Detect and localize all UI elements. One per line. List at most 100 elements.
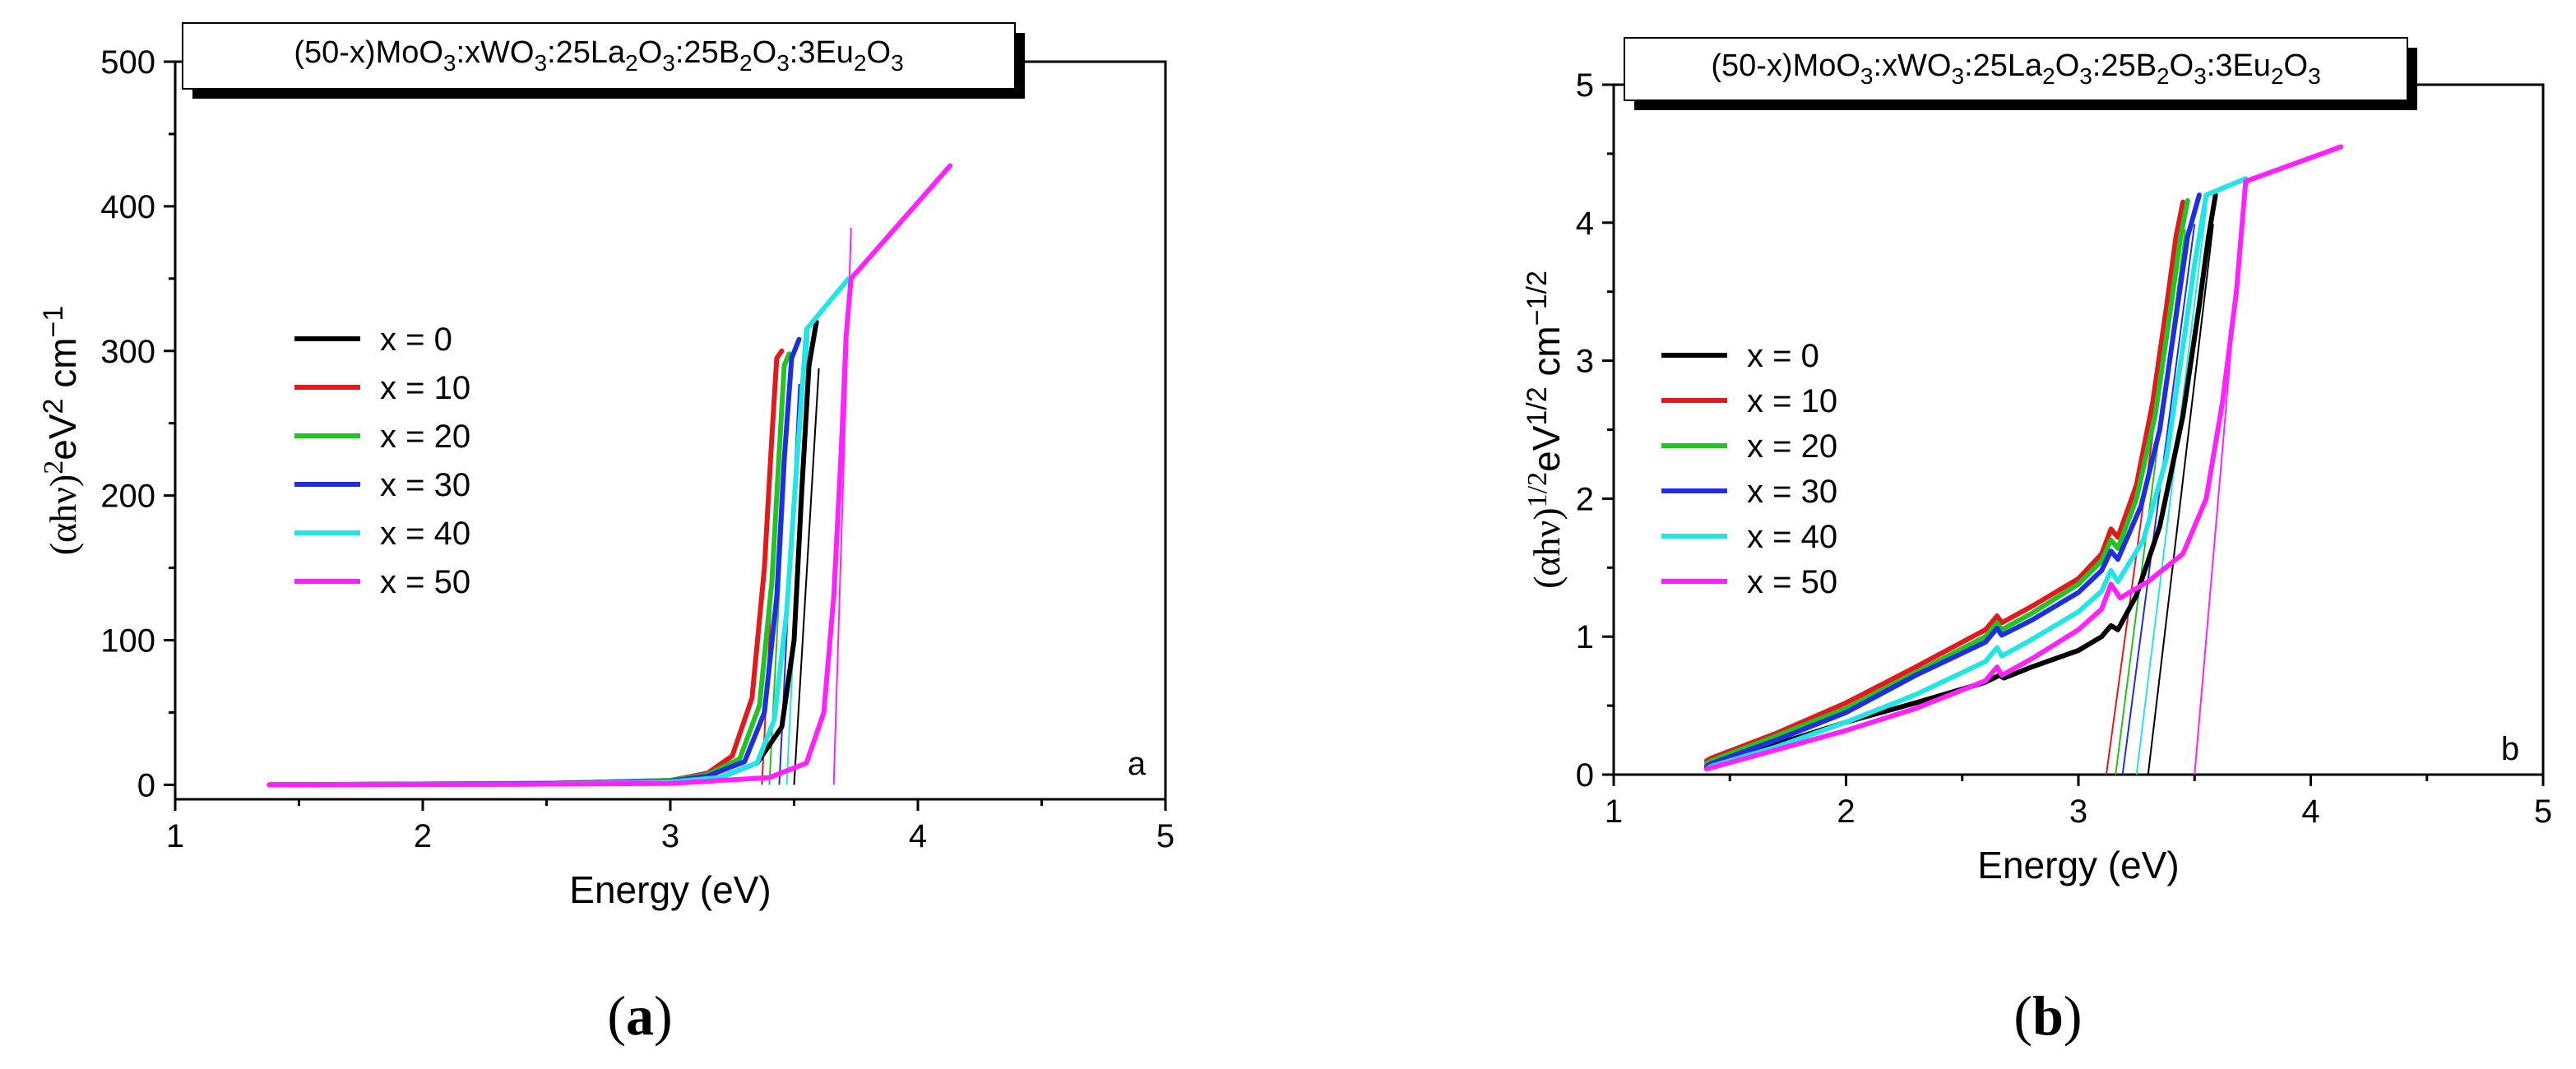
title-part: O	[867, 35, 892, 70]
title-subscript: 3	[1951, 63, 1964, 89]
fit-line-0	[793, 368, 820, 785]
plot-frame	[174, 60, 1167, 801]
x-tick-label: 5	[1156, 818, 1174, 854]
legend-label-3: x = 30	[1747, 474, 1837, 510]
y-tick-label: 400	[100, 189, 155, 225]
title-subscript: 3	[2308, 63, 2321, 89]
title-subscript: 3	[1860, 63, 1874, 89]
legend-label-2: x = 20	[380, 419, 470, 455]
title-subscript: 2	[854, 50, 867, 76]
title-subscript: 2	[625, 50, 638, 76]
title-subscript: 2	[2042, 63, 2055, 89]
series-line-5	[266, 163, 953, 788]
title-subscript: 3	[891, 50, 904, 76]
plot-area	[266, 163, 953, 788]
title-part: O	[2055, 49, 2080, 83]
y-label-unit-exp: 2	[38, 399, 69, 414]
x-tick-label: 3	[2069, 794, 2087, 830]
title-subscript: 3	[2194, 63, 2207, 89]
y-tick-label: 200	[100, 479, 155, 515]
x-tick-label: 4	[2301, 794, 2319, 830]
y-tick-label: 5	[1576, 67, 1594, 104]
y-tick-label: 3	[1576, 344, 1594, 380]
panel-caption: (a)	[607, 984, 672, 1047]
panel-caption: (b)	[2013, 984, 2082, 1047]
y-axis-label: (αhν)2eV2 cm−1	[38, 306, 84, 556]
x-tick-label: 2	[1837, 794, 1855, 830]
y-tick-label: 0	[137, 767, 155, 803]
y-tick-label: 2	[1576, 481, 1594, 517]
title-part: :xWO	[1874, 49, 1952, 83]
y-label-base: (αhν)	[42, 474, 84, 556]
series-line-3	[266, 336, 802, 788]
fit-line-0	[2147, 224, 2214, 775]
title-part: O	[753, 35, 777, 70]
fit-line-3	[2121, 224, 2196, 775]
title-part: (50-x)MoO	[1711, 49, 1860, 83]
y-label-exp: 2	[39, 460, 69, 474]
caption-paren: )	[654, 984, 673, 1047]
title-part: :25La	[1964, 49, 2043, 83]
title-part: O	[2170, 49, 2194, 83]
series-line-1	[1704, 199, 2186, 764]
caption-paren: (	[607, 984, 626, 1047]
x-tick-label: 4	[909, 818, 927, 854]
title-subscript: 2	[2271, 63, 2284, 89]
legend-label-0: x = 0	[1747, 338, 1819, 374]
title-part: :xWO	[456, 35, 535, 70]
legend-label-5: x = 50	[380, 564, 470, 600]
caption-letter: b	[2032, 984, 2064, 1047]
series-line-4	[1704, 176, 2249, 772]
series-line-2	[266, 351, 792, 788]
title-part: O	[638, 35, 663, 70]
legend-label-3: x = 30	[380, 467, 470, 503]
fit-line-4	[2135, 208, 2208, 775]
title-subscript: 3	[662, 50, 675, 76]
legend-label-4: x = 40	[1747, 519, 1837, 555]
series-line-2	[1704, 198, 2190, 766]
y-label-unit: eV	[41, 414, 84, 460]
y-label-cm-exp: −1/2	[1522, 271, 1553, 326]
y-label-cm-exp: −1	[38, 306, 69, 338]
legend-label-4: x = 40	[380, 516, 470, 552]
y-tick-label: 1	[1576, 619, 1594, 655]
y-label-unit-exp: 1/2	[1522, 386, 1553, 425]
title-box	[182, 22, 1016, 90]
y-tick-label: 500	[100, 44, 155, 81]
title-subscript: 3	[776, 50, 790, 76]
x-tick-label: 1	[166, 818, 184, 854]
legend-label-5: x = 50	[1747, 564, 1837, 600]
x-tick-label: 1	[1605, 794, 1623, 830]
y-tick-label: 100	[100, 623, 155, 659]
y-tick-label: 300	[100, 334, 155, 370]
y-label-cm: cm	[1525, 326, 1568, 386]
y-label-unit: eV	[1525, 425, 1568, 472]
y-tick-label: 4	[1576, 206, 1594, 242]
panel-letter: a	[1128, 746, 1147, 782]
series-line-3	[1704, 192, 2202, 769]
series-line-1	[266, 348, 785, 788]
title-part: :25La	[547, 35, 626, 70]
x-tick-label: 5	[2534, 794, 2552, 830]
legend-label-1: x = 10	[1747, 383, 1837, 419]
title-part: O	[2284, 49, 2309, 83]
y-label-base: (αhν)	[1526, 507, 1568, 589]
title-part: :25B	[675, 35, 739, 70]
title-part: (50-x)MoO	[294, 35, 443, 70]
y-label-exp: 1/2	[1522, 472, 1553, 507]
x-tick-label: 2	[414, 818, 432, 854]
title-subscript: 2	[2157, 63, 2170, 89]
caption-paren: )	[2064, 984, 2083, 1047]
y-tick-label: 0	[1576, 757, 1594, 794]
x-axis-label: Energy (eV)	[569, 868, 771, 911]
title-part: :3Eu	[790, 35, 854, 70]
title-box	[1624, 37, 2408, 101]
y-axis-label: (αhν)1/2eV1/2 cm−1/2	[1522, 271, 1568, 589]
title-part: :25B	[2092, 49, 2157, 83]
legend-label-1: x = 10	[380, 370, 470, 406]
title-subscript: 2	[739, 50, 753, 76]
x-axis-label: Energy (eV)	[1977, 844, 2179, 886]
